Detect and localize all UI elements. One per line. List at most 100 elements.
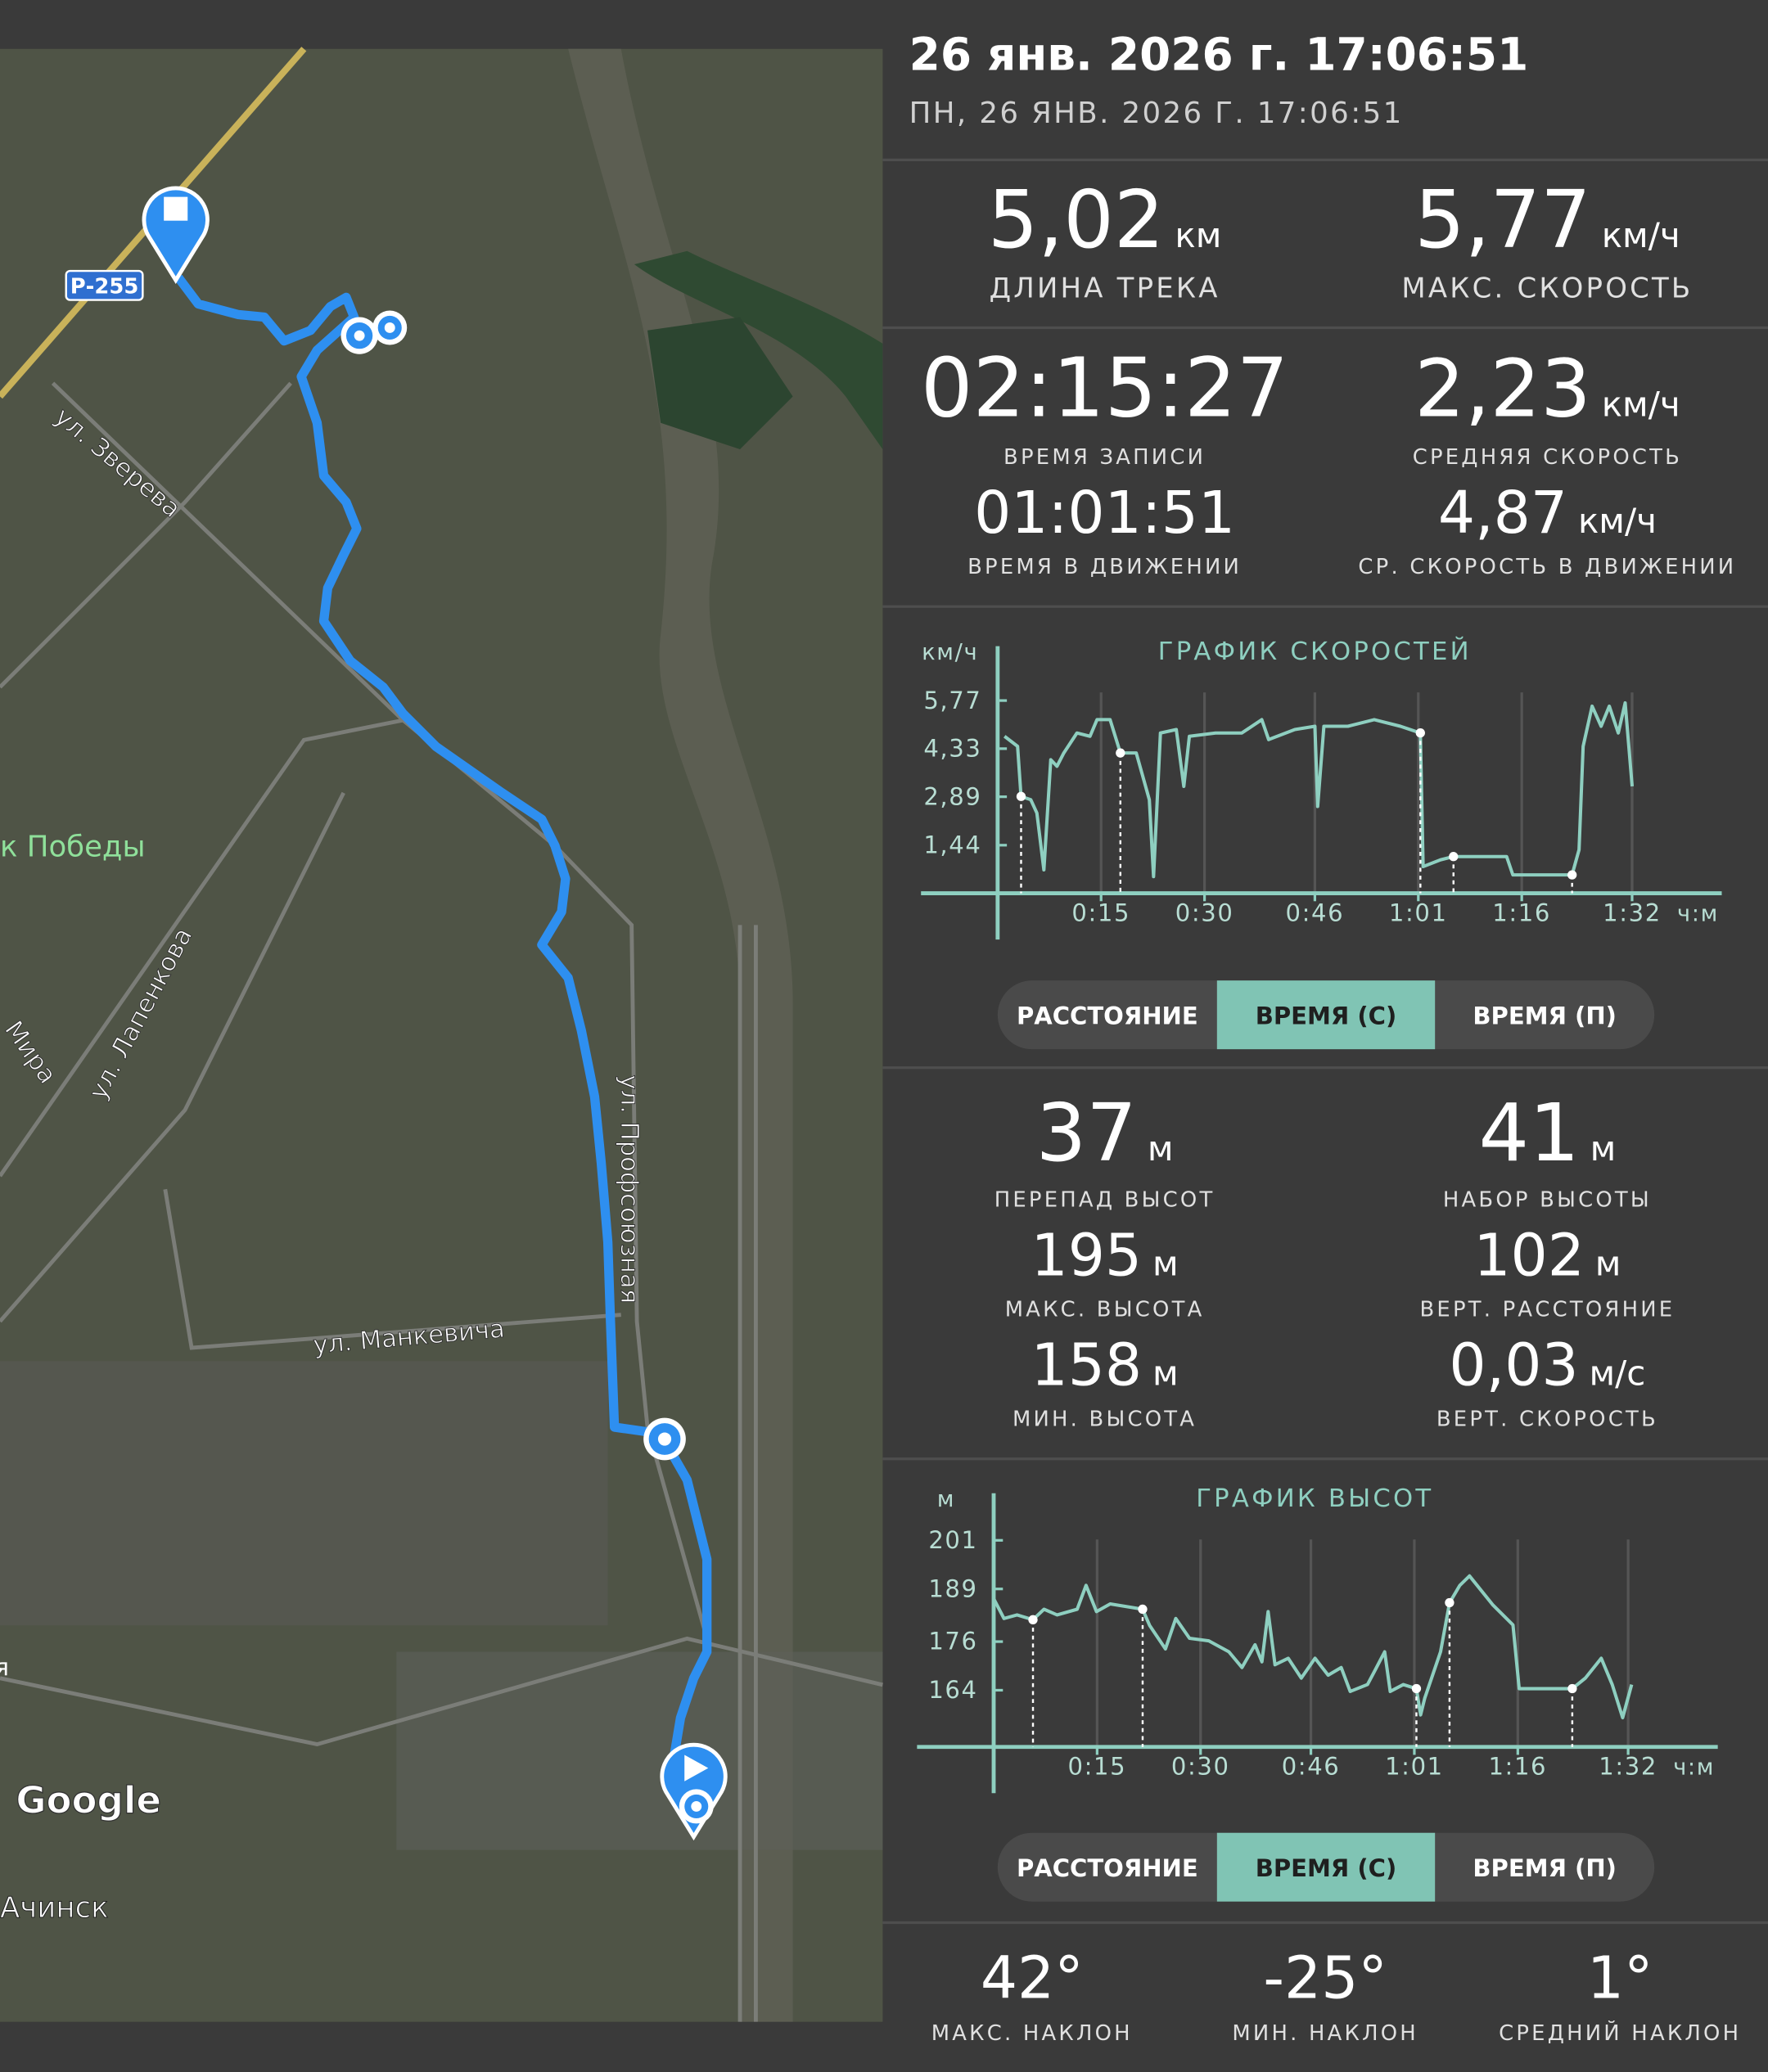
stat-label: МИН. ВЫСОТА (1013, 1407, 1197, 1431)
stat-unit: м (1148, 1128, 1174, 1169)
data-line (1003, 700, 1635, 879)
waypoint[interactable] (372, 310, 408, 345)
segment-label[interactable]: ВРЕМЯ (П) (1473, 1002, 1616, 1029)
stat-unit: м (1595, 1243, 1621, 1283)
end-pin[interactable] (660, 1742, 728, 1841)
stat-number: 0,03 (1449, 1331, 1578, 1399)
stat-label: МАКС. НАКЛОН (931, 2021, 1133, 2046)
segment-selected[interactable] (1216, 1832, 1436, 1902)
stat-unit: м (1152, 1353, 1179, 1393)
segment-label[interactable]: ВРЕМЯ (С) (1256, 1854, 1397, 1882)
x-tick-label: 1:16 (1492, 899, 1551, 927)
map-roads (0, 381, 883, 2022)
stat-value: 5,77 км/ч (1414, 173, 1680, 266)
stat-label: ДЛИНА ТРЕКА (990, 272, 1220, 304)
park-label: к Победы (0, 830, 146, 863)
stat-label: СР. СКОРОСТЬ В ДВИЖЕНИИ (1358, 555, 1736, 579)
x-tick-label: 0:30 (1175, 899, 1234, 927)
stat-label: МАКС. СКОРОСТЬ (1401, 272, 1693, 304)
road-shield (65, 269, 144, 301)
stat-number: 5,02 (988, 173, 1165, 266)
stat-label: ВРЕМЯ В ДВИЖЕНИИ (967, 555, 1242, 579)
street-label: ул. Профсоюзная (615, 1074, 643, 1304)
stat-number: -25° (1263, 1944, 1387, 2012)
stat-unit: м (1590, 1128, 1617, 1169)
y-unit: м (937, 1487, 955, 1512)
stat-label: ВРЕМЯ ЗАПИСИ (1004, 445, 1206, 470)
y-tick-label: 176 (928, 1628, 977, 1655)
x-tick-label: 0:15 (1071, 899, 1130, 927)
map-forest (634, 250, 883, 450)
stat-unit: км (1175, 215, 1221, 255)
map-industrial (0, 1361, 608, 1626)
marker-dot (1449, 852, 1459, 862)
y-tick-label: 201 (928, 1526, 977, 1554)
stat-number: 5,77 (1414, 173, 1591, 266)
stat-value: 0,03 м/с (1449, 1331, 1645, 1399)
x-tick-label: 0:30 (1171, 1753, 1230, 1781)
stat-label: ВЕРТ. СКОРОСТЬ (1436, 1407, 1658, 1431)
stat-unit: м (1152, 1243, 1179, 1283)
data-line (992, 1574, 1634, 1720)
attribution: Google (16, 1778, 161, 1822)
stat-value: 158 м (1031, 1331, 1179, 1399)
x-tick-label: 1:32 (1603, 899, 1662, 927)
stat-number: 102 (1473, 1221, 1585, 1289)
segment-label[interactable]: ВРЕМЯ (П) (1473, 1854, 1616, 1882)
marker-dot (1415, 728, 1425, 738)
marker-dot (1567, 870, 1577, 880)
chart-title: ГРАФИК ВЫСОТ (1196, 1484, 1433, 1513)
marker-dot (1028, 1615, 1038, 1624)
stat-value: 01:01:51 (974, 479, 1235, 547)
stat-number: 41 (1478, 1087, 1579, 1179)
marker-dot (1116, 748, 1125, 758)
segment-selected[interactable] (1216, 980, 1436, 1050)
stat-value: 1° (1587, 1944, 1653, 2012)
stat-value: 41 м (1478, 1087, 1616, 1179)
stat-value: 2,23 км/ч (1414, 343, 1680, 435)
stat-label: ПЕРЕПАД ВЫСОТ (994, 1187, 1216, 1212)
marker-dot (1138, 1604, 1148, 1615)
waypoint[interactable] (341, 317, 378, 354)
stat-value: 4,87 км/ч (1438, 479, 1657, 547)
marker-dot (1411, 1683, 1422, 1694)
stat-value: 37 м (1036, 1087, 1174, 1179)
title: 26 янв. 2026 г. 17:06:51 (909, 29, 1529, 81)
chart-title: ГРАФИК СКОРОСТЕЙ (1158, 637, 1472, 666)
city-label: Ачинск (0, 1891, 109, 1925)
start-pin[interactable] (142, 186, 210, 284)
map-forest (647, 317, 793, 450)
segment-label[interactable]: РАССТОЯНИЕ (1017, 1854, 1198, 1882)
waypoint[interactable] (643, 1417, 686, 1461)
y-tick-label: 189 (928, 1574, 977, 1602)
y-unit: км/ч (922, 640, 978, 665)
stat-number: 158 (1031, 1331, 1143, 1399)
stat-number: 2,23 (1414, 343, 1591, 435)
y-tick-label: 1,44 (923, 831, 981, 859)
stat-label: МАКС. ВЫСОТА (1005, 1297, 1205, 1322)
stat-value: 02:15:27 (921, 340, 1288, 436)
stat-unit: км/ч (1602, 385, 1680, 425)
y-tick-label: 2,89 (923, 782, 981, 810)
marker-dot (1567, 1683, 1577, 1694)
segment-label[interactable]: РАССТОЯНИЕ (1017, 1002, 1198, 1029)
x-tick-label: 1:01 (1385, 1753, 1444, 1781)
stat-number: 4,87 (1438, 479, 1567, 547)
stat-number: 1° (1587, 1944, 1653, 2012)
stat-label: ВЕРТ. РАССТОЯНИЕ (1419, 1297, 1675, 1322)
segment-label[interactable]: ВРЕМЯ (С) (1256, 1002, 1397, 1029)
stat-label: СРЕДНЯЯ СКОРОСТЬ (1413, 445, 1682, 470)
stat-number: 42° (981, 1944, 1084, 2012)
stat-label: МИН. НАКЛОН (1232, 2021, 1418, 2046)
x-unit: ч:м (1677, 902, 1719, 927)
x-tick-label: 0:46 (1282, 1753, 1341, 1781)
subtitle: ПН, 26 ЯНВ. 2026 Г. 17:06:51 (909, 97, 1404, 130)
stat-label: НАБОР ВЫСОТЫ (1443, 1187, 1652, 1212)
marker-dot (1016, 791, 1026, 801)
stat-label: СРЕДНИЙ НАКЛОН (1499, 2020, 1741, 2046)
x-tick-label: 0:46 (1286, 899, 1345, 927)
stat-value: 42° (981, 1944, 1084, 2012)
stat-value: 195 м (1031, 1221, 1179, 1289)
